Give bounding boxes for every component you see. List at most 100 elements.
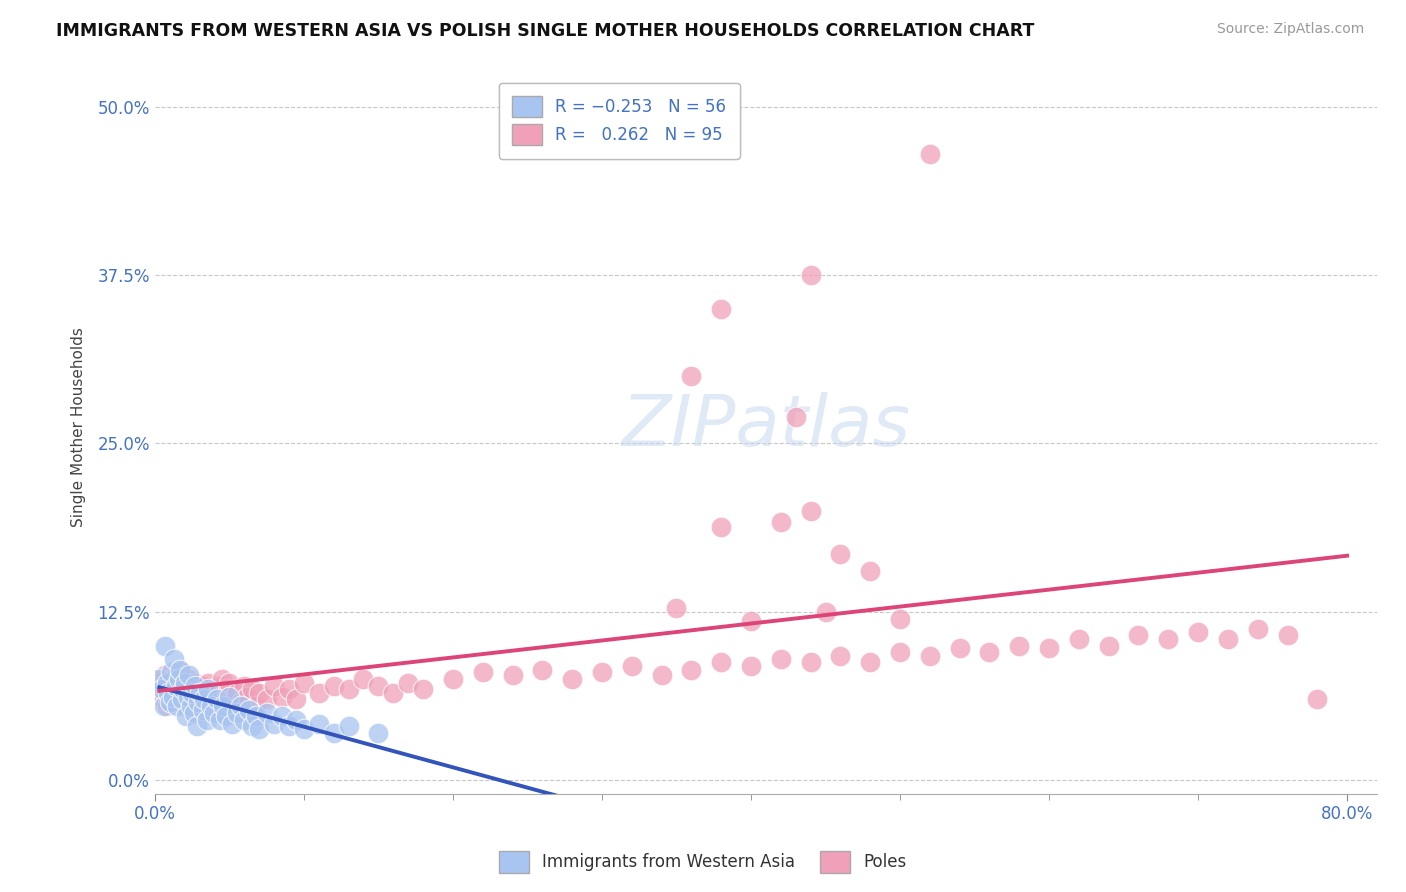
Point xyxy=(181,681,204,696)
Point xyxy=(160,695,183,709)
Point xyxy=(209,679,232,693)
Point xyxy=(184,679,207,693)
Point xyxy=(172,686,194,700)
Point xyxy=(949,641,972,656)
Point xyxy=(181,686,204,700)
Text: ZIPatlas: ZIPatlas xyxy=(621,392,911,461)
Point xyxy=(979,645,1001,659)
Point xyxy=(337,681,360,696)
Point xyxy=(221,716,243,731)
Point xyxy=(150,681,173,696)
Point xyxy=(204,706,226,720)
Point xyxy=(184,676,207,690)
Point xyxy=(859,655,882,669)
Point xyxy=(918,649,941,664)
Point xyxy=(830,547,852,561)
Point xyxy=(247,686,270,700)
Point xyxy=(247,722,270,736)
Point xyxy=(225,686,247,700)
Point xyxy=(174,708,197,723)
Point xyxy=(155,639,177,653)
Point xyxy=(183,695,205,709)
Point xyxy=(367,679,389,693)
Point xyxy=(221,692,243,706)
Point xyxy=(278,681,301,696)
Point xyxy=(169,692,191,706)
Point xyxy=(531,663,554,677)
Point xyxy=(218,676,240,690)
Y-axis label: Single Mother Households: Single Mother Households xyxy=(72,326,86,526)
Point xyxy=(167,672,190,686)
Point xyxy=(665,600,688,615)
Point xyxy=(769,652,792,666)
Point xyxy=(209,713,232,727)
Point xyxy=(159,695,181,709)
Point xyxy=(292,676,315,690)
Point xyxy=(308,686,330,700)
Point xyxy=(200,699,222,714)
Point xyxy=(278,719,301,733)
Point xyxy=(591,665,613,680)
Point xyxy=(785,409,807,424)
Point xyxy=(561,672,583,686)
Point xyxy=(1038,641,1060,656)
Point xyxy=(211,672,233,686)
Point xyxy=(382,686,405,700)
Point xyxy=(172,681,194,696)
Point xyxy=(308,716,330,731)
Point xyxy=(889,645,911,659)
Point xyxy=(191,679,214,693)
Point xyxy=(800,504,823,518)
Point xyxy=(396,676,419,690)
Point xyxy=(157,679,180,693)
Point xyxy=(859,565,882,579)
Point xyxy=(256,706,278,720)
Point xyxy=(195,686,218,700)
Point xyxy=(263,716,285,731)
Point xyxy=(233,679,256,693)
Point xyxy=(157,686,180,700)
Point xyxy=(800,268,823,282)
Point xyxy=(1098,639,1121,653)
Point xyxy=(270,690,292,704)
Point xyxy=(740,614,762,628)
Point xyxy=(1157,632,1180,646)
Point xyxy=(187,695,209,709)
Point xyxy=(918,147,941,161)
Point xyxy=(270,708,292,723)
Point xyxy=(162,672,184,686)
Point xyxy=(292,722,315,736)
Point xyxy=(245,699,267,714)
Point xyxy=(191,703,214,717)
Point xyxy=(186,692,208,706)
Point xyxy=(159,686,181,700)
Text: IMMIGRANTS FROM WESTERN ASIA VS POLISH SINGLE MOTHER HOUSEHOLDS CORRELATION CHAR: IMMIGRANTS FROM WESTERN ASIA VS POLISH S… xyxy=(56,22,1035,40)
Point xyxy=(231,699,253,714)
Point xyxy=(152,692,174,706)
Point xyxy=(200,692,222,706)
Point xyxy=(180,699,202,714)
Point xyxy=(740,658,762,673)
Point xyxy=(148,672,170,686)
Point xyxy=(165,681,187,696)
Point xyxy=(179,690,201,704)
Point xyxy=(173,679,195,693)
Point xyxy=(502,668,524,682)
Point xyxy=(651,668,673,682)
Point xyxy=(1008,639,1031,653)
Point xyxy=(166,699,188,714)
Point xyxy=(1247,623,1270,637)
Point xyxy=(285,692,308,706)
Point xyxy=(193,695,215,709)
Point xyxy=(197,676,219,690)
Point xyxy=(212,699,235,714)
Point xyxy=(240,681,263,696)
Point xyxy=(1067,632,1090,646)
Point xyxy=(814,605,837,619)
Point xyxy=(245,708,267,723)
Point xyxy=(188,686,211,700)
Point xyxy=(176,672,198,686)
Point xyxy=(225,706,247,720)
Text: Source: ZipAtlas.com: Source: ZipAtlas.com xyxy=(1216,22,1364,37)
Point xyxy=(156,676,179,690)
